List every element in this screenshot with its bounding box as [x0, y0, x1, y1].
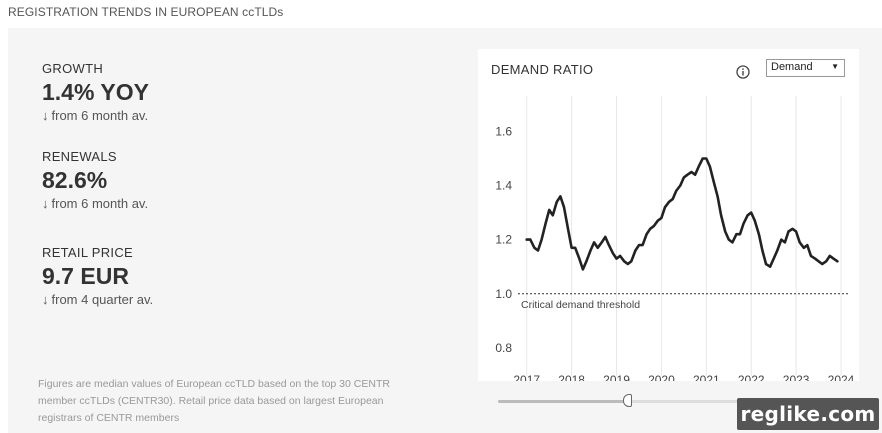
retail-price-label: RETAIL PRICE	[42, 245, 134, 260]
retail-price-metric: RETAIL PRICE 9.7 EUR ↓ from 4 quarter av.	[42, 245, 153, 307]
chart-title: DEMAND RATIO	[491, 62, 594, 77]
growth-label: GROWTH	[42, 61, 104, 76]
y-tick-label: 1.2	[495, 233, 512, 247]
arrow-down-icon: ↓	[42, 108, 49, 124]
x-tick-label: 2018	[558, 373, 585, 381]
measure-dropdown-value: Demand	[771, 61, 813, 73]
x-tick-label: 2023	[783, 373, 810, 381]
renewals-trend-text: from 6 month av.	[51, 196, 149, 212]
growth-value: 1.4% YOY	[42, 79, 149, 105]
y-tick-label: 0.8	[495, 341, 512, 355]
x-tick-label: 2020	[648, 373, 675, 381]
threshold-label: Critical demand threshold	[521, 299, 640, 311]
arrow-down-icon: ↓	[42, 292, 49, 308]
watermark-logo: reglike.com	[737, 398, 879, 430]
dashboard-panel: GROWTH 1.4% YOY ↓ from 6 month av. RENEWA…	[8, 28, 882, 433]
info-icon[interactable]	[736, 65, 750, 79]
growth-metric: GROWTH 1.4% YOY ↓ from 6 month av.	[42, 61, 149, 123]
growth-trend: ↓ from 6 month av.	[42, 108, 149, 123]
footnote: Figures are median values of European cc…	[38, 378, 390, 424]
renewals-metric: RENEWALS 82.6% ↓ from 6 month av.	[42, 149, 148, 211]
slider-handle[interactable]	[623, 394, 633, 407]
chevron-down-icon: ▼	[831, 62, 839, 71]
x-tick-label: 2022	[738, 373, 765, 381]
demand-ratio-line	[525, 157, 839, 271]
x-tick-label: 2017	[513, 373, 540, 381]
renewals-label: RENEWALS	[42, 149, 117, 164]
y-tick-label: 1.6	[495, 124, 512, 138]
slider-fill	[498, 400, 629, 403]
retail-price-trend: ↓ from 4 quarter av.	[42, 292, 153, 307]
measure-dropdown[interactable]: Demand ▼	[766, 59, 845, 77]
renewals-value: 82.6%	[42, 167, 108, 193]
growth-trend-text: from 6 month av.	[51, 108, 149, 124]
renewals-trend: ↓ from 6 month av.	[42, 196, 148, 211]
y-tick-label: 1.0	[495, 287, 512, 301]
date-range-slider[interactable]	[498, 392, 808, 412]
retail-price-value: 9.7 EUR	[42, 263, 129, 289]
page-title: REGISTRATION TRENDS IN EUROPEAN ccTLDs	[8, 5, 284, 19]
demand-ratio-card: 2017 2018 2019 2020 2021 2022 2023 2024 0.8 1.0 1.…	[478, 49, 859, 381]
x-tick-label: 2024	[828, 373, 855, 381]
demand-ratio-chart: 2017 2018 2019 2020 2021 2022 2023 2024 0.8 1.0 1.…	[495, 96, 855, 381]
arrow-down-icon: ↓	[42, 196, 49, 212]
retail-price-trend-text: from 4 quarter av.	[51, 292, 154, 308]
x-tick-label: 2021	[693, 373, 720, 381]
y-tick-label: 1.4	[495, 179, 512, 193]
x-tick-label: 2019	[603, 373, 630, 381]
slider-track[interactable]	[498, 400, 808, 403]
